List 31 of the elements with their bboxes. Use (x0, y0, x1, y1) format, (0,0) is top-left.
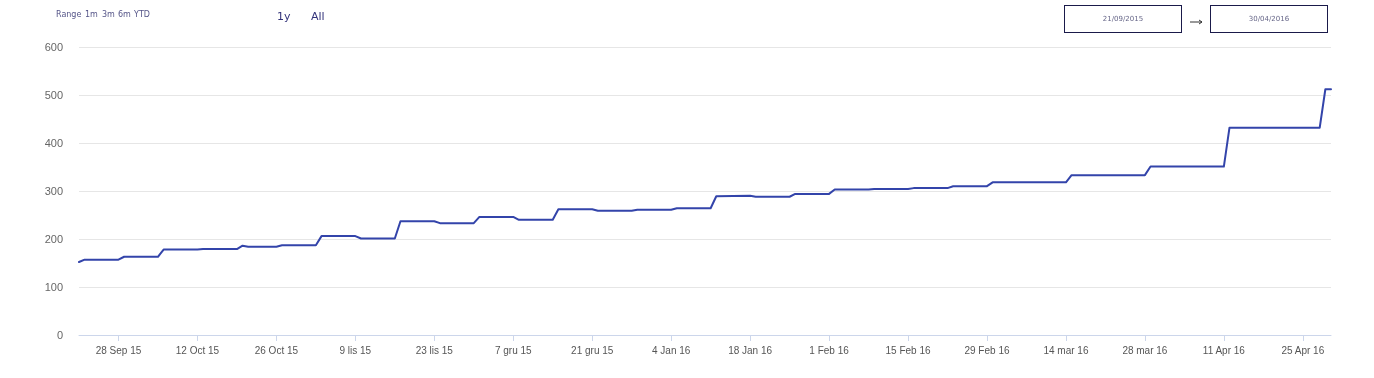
x-tick-label: 26 Oct 15 (254, 344, 299, 356)
text: Range (56, 10, 82, 19)
y-tick-label: 100 (44, 281, 63, 293)
x-tick-label: 28 Sep 15 (95, 344, 142, 356)
x-tick-label: 28 mar 16 (1122, 344, 1168, 356)
text: 6m (118, 10, 131, 19)
x-tick-label: 25 Apr 16 (1281, 344, 1325, 356)
y-tick-label: 300 (44, 185, 63, 197)
text: 3m (102, 10, 115, 19)
x-tick-label: 15 Feb 16 (885, 344, 931, 356)
text: 1y (277, 10, 291, 23)
x-tick-label: 23 lis 15 (415, 344, 454, 356)
y-tick-label: 200 (44, 233, 63, 245)
text: YTD (134, 10, 150, 19)
x-tick-label: 12 Oct 15 (175, 344, 220, 356)
y-tick-label: 0 (56, 329, 63, 341)
text: All (311, 10, 325, 23)
x-tick-label: 18 Jan 16 (728, 344, 773, 356)
x-tick-label: 9 lis 15 (339, 344, 372, 356)
x-tick-label: 7 gru 15 (494, 344, 533, 356)
line-series (78, 88, 1332, 264)
x-tick-label: 11 Apr 16 (1202, 344, 1246, 356)
x-tick-label: 1 Feb 16 (809, 344, 850, 356)
x-tick-label: 29 Feb 16 (964, 344, 1010, 356)
y-tick-label: 500 (44, 89, 63, 101)
x-tick-label: 21 gru 15 (571, 344, 614, 356)
x-tick-label: 14 mar 16 (1043, 344, 1089, 356)
text: 1m (85, 10, 98, 19)
x-tick-label: 4 Jan 16 (651, 344, 691, 356)
y-tick-label: 600 (44, 41, 63, 53)
y-tick-label: 400 (44, 137, 63, 149)
